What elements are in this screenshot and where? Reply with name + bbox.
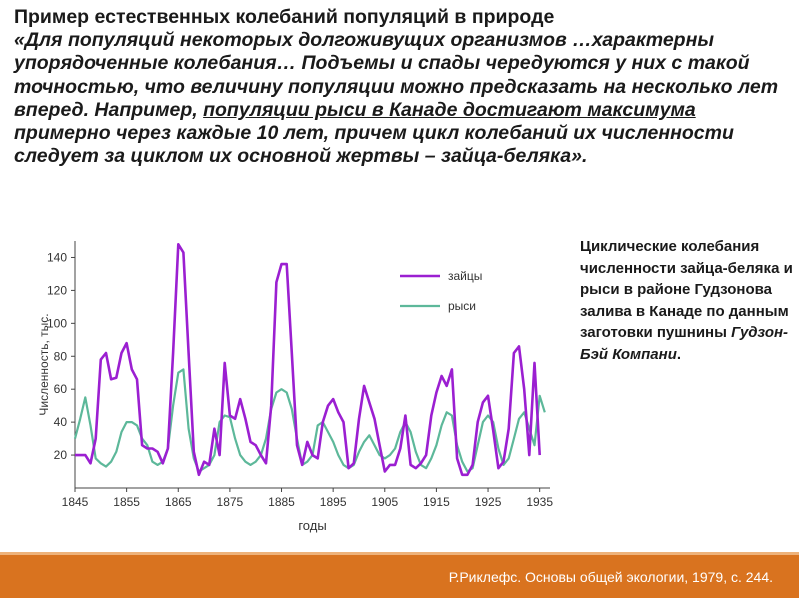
x-tick-label: 1875 [217, 495, 244, 509]
x-tick-label: 1915 [423, 495, 450, 509]
quote-text-part1: «Для популяций некоторых долгоживущих ор… [14, 29, 779, 121]
slide-title: Пример естественных колебаний популяций … [14, 6, 555, 28]
y-tick-label: 80 [54, 349, 68, 363]
y-tick-label: 60 [54, 382, 68, 396]
x-tick-label: 1865 [165, 495, 192, 509]
quote-text-part2: примерно через каждые 10 лет, причем цик… [14, 122, 734, 168]
y-tick-label: 140 [47, 250, 67, 264]
x-tick-label: 1905 [371, 495, 398, 509]
x-tick-label: 1925 [475, 495, 502, 509]
slide-quote: «Для популяций некоторых долгоживущих ор… [14, 29, 789, 169]
y-tick-label: 40 [54, 415, 68, 429]
chart-caption: Циклические колебания численности зайца-… [580, 236, 795, 365]
y-tick-label: 120 [47, 283, 67, 297]
x-tick-label: 1855 [113, 495, 140, 509]
legend-label: рыси [448, 299, 476, 313]
caption-company: Гудзон-Бэй Компани [580, 324, 789, 363]
population-chart: 20 40 60 80 100 120 140 1845 1855 1865 1875 1885 189… [37, 241, 553, 533]
footer-bar: Р.Риклефс. Основы общей экологии, 1979, … [0, 552, 799, 598]
series-line-lynx [73, 368, 546, 473]
x-tick-label: 1935 [526, 495, 553, 509]
x-tick-label: 1885 [268, 495, 295, 509]
quote-underlined-text: популяции рыси в Канаде достигают максим… [203, 98, 696, 121]
y-tick-label: 100 [47, 316, 67, 330]
caption-text: Циклические колебания численности зайца-… [580, 238, 793, 341]
y-tick-label: 20 [54, 448, 68, 462]
slide-heading: Пример естественных колебаний популяций … [14, 6, 789, 169]
caption-end: . [676, 345, 682, 363]
y-axis-label: Численность, тыс. [37, 313, 51, 415]
x-tick-label: 1845 [62, 495, 89, 509]
x-tick-label: 1895 [320, 495, 347, 509]
legend-label: зайцы [448, 269, 482, 283]
series-line-hares [75, 243, 541, 477]
x-axis-label: годы [298, 518, 326, 533]
footer-citation: Р.Риклефс. Основы общей экологии, 1979, … [448, 569, 773, 585]
